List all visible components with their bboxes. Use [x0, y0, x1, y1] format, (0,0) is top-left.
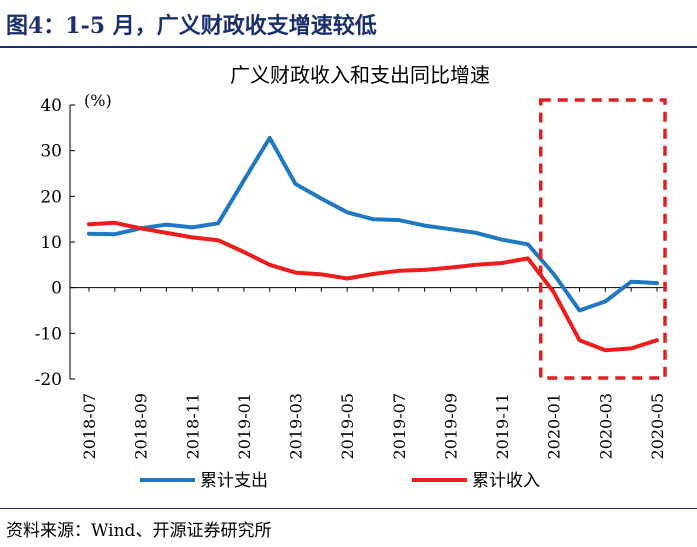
line-chart: 广义财政收入和支出同比增速 (%) -20 -10 0 10 20 30 40 2018-07…: [35, 63, 667, 491]
x-tick-label: 2018-11: [183, 393, 202, 459]
y-tick-label: -20: [35, 370, 62, 390]
x-tick-label: 2020-05: [648, 393, 667, 459]
x-tick-label: 2019-05: [338, 393, 357, 459]
y-tick-label: -10: [35, 324, 62, 344]
y-tick-label: 20: [40, 187, 62, 207]
x-tick-label: 2020-03: [596, 393, 615, 459]
x-tick-label: 2020-01: [545, 393, 564, 459]
x-tick-label: 2019-11: [493, 393, 512, 459]
x-tick-label: 2019-07: [390, 393, 409, 459]
y-tick-label: 30: [40, 142, 62, 162]
series-line-revenue: [87, 220, 659, 353]
legend-label-revenue: 累计收入: [472, 471, 540, 491]
y-tick-label: 40: [40, 96, 62, 116]
series-line-expenditure: [87, 135, 659, 313]
title-rule: [0, 46, 697, 48]
figure-title: 图4：1-5 月，广义财政收支增速较低: [6, 13, 377, 39]
x-tick-label: 2018-07: [80, 393, 99, 459]
highlight-box: [538, 98, 667, 380]
x-tick-label: 2018-09: [132, 393, 151, 459]
y-tick-label: 0: [51, 279, 62, 299]
legend: 累计支出 累计收入: [140, 471, 540, 491]
x-tick-label: 2019-09: [441, 393, 460, 459]
x-tick-label: 2019-01: [235, 393, 254, 459]
x-tick-label: 2019-03: [287, 393, 306, 459]
legend-label-expenditure: 累计支出: [200, 471, 268, 491]
series-layer: [87, 135, 659, 353]
source-rule: [0, 508, 697, 509]
chart-title: 广义财政收入和支出同比增速: [230, 63, 490, 87]
chart-axes: -20 -10 0 10 20 30 40 2018-07 2018-09 2018-11 2019…: [35, 96, 667, 459]
y-tick-label: 10: [40, 233, 62, 253]
source-note: 资料来源：Wind、开源证券研究所: [6, 521, 272, 541]
y-unit-label: (%): [84, 91, 112, 110]
